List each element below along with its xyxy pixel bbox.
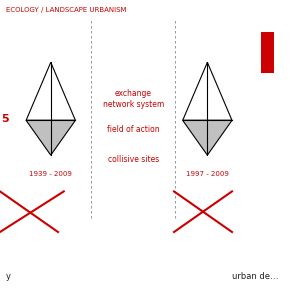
Text: y: y <box>6 272 11 281</box>
Polygon shape <box>26 120 75 155</box>
Text: 1997 - 2009: 1997 - 2009 <box>186 171 229 177</box>
Polygon shape <box>183 62 232 120</box>
Text: exchange
network system: exchange network system <box>103 88 164 109</box>
Text: collisive sites: collisive sites <box>108 155 159 164</box>
Bar <box>261 32 274 72</box>
Text: urban de…: urban de… <box>232 272 278 281</box>
Text: field of action: field of action <box>107 124 160 134</box>
Polygon shape <box>183 120 232 155</box>
Text: ECOLOGY / LANDSCAPE URBANISM: ECOLOGY / LANDSCAPE URBANISM <box>6 7 126 13</box>
Polygon shape <box>26 62 75 120</box>
Text: 1939 - 2009: 1939 - 2009 <box>29 171 72 177</box>
Text: 5: 5 <box>1 114 9 124</box>
